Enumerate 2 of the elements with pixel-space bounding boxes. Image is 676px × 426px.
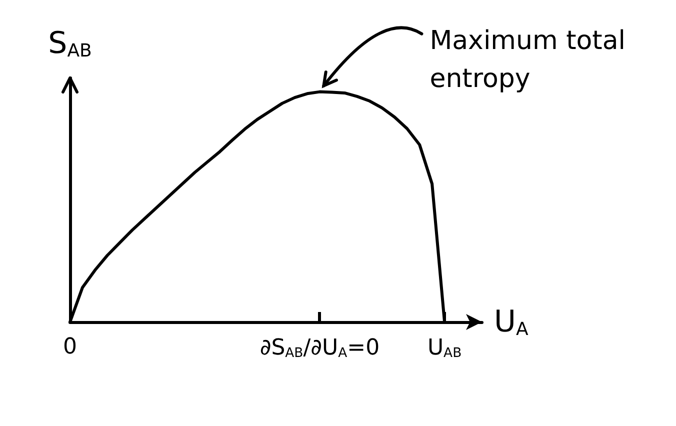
annotation: Maximum total entropy [430,26,626,94]
x-tick-label: 0 [63,334,77,360]
